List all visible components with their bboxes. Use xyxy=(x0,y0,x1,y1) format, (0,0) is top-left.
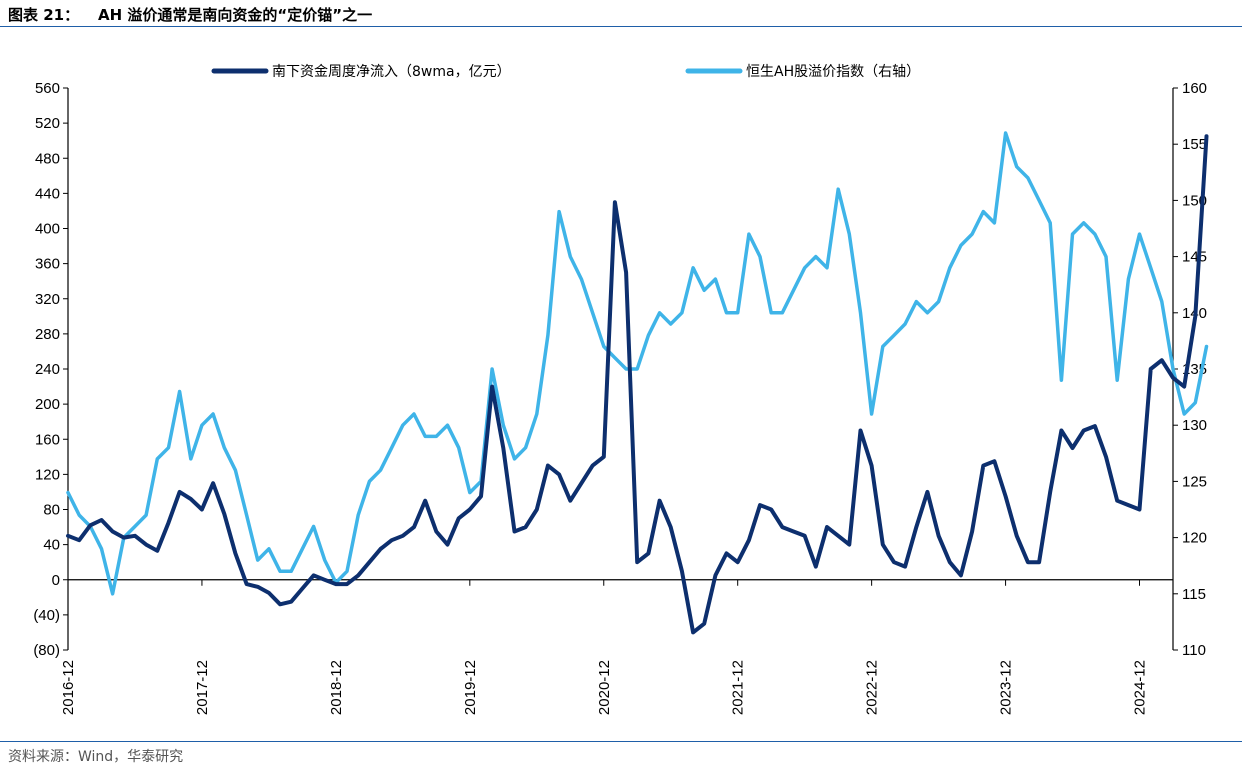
right-tick-label: 110 xyxy=(1182,642,1206,659)
right-tick-label: 115 xyxy=(1182,586,1206,603)
x-tick-label: 2023-12 xyxy=(998,660,1015,715)
left-tick-label: 0 xyxy=(52,572,60,589)
right-tick-label: 160 xyxy=(1182,80,1207,97)
chart-canvas: 南下资金周度净流入（8wma，亿元） 恒生AH股溢价指数（右轴） 560 520 48… xyxy=(33,64,1209,715)
x-tick-label: 2018-12 xyxy=(328,660,345,715)
left-tick-label: (80) xyxy=(33,642,60,659)
left-tick-label: 360 xyxy=(35,256,60,273)
right-tick-label: 155 xyxy=(1182,136,1207,153)
left-tick-label: 160 xyxy=(35,431,60,448)
x-tick-label: 2016-12 xyxy=(60,660,77,715)
right-tick-label: 145 xyxy=(1182,249,1207,266)
figure-header: 图表 21： AH 溢价通常是南向资金的“定价锚”之一 xyxy=(0,0,1242,28)
figure-number: 图表 21： xyxy=(8,6,80,24)
right-tick-label: 125 xyxy=(1182,473,1207,490)
left-tick-label: 400 xyxy=(35,221,60,238)
x-tick-label: 2021-12 xyxy=(730,660,747,715)
x-tick-label: 2019-12 xyxy=(462,660,479,715)
legend-label-southbound: 南下资金周度净流入（8wma，亿元） xyxy=(272,64,511,80)
left-tick-label: 440 xyxy=(35,185,60,202)
left-tick-label: 80 xyxy=(43,502,60,519)
left-tick-label: 520 xyxy=(35,115,60,132)
x-tick-label: 2024-12 xyxy=(1132,660,1149,715)
left-tick-label: 120 xyxy=(35,466,60,483)
x-axis: 2016-12 2017-12 2018-12 2019-12 2020-12 2021-… xyxy=(60,579,1173,715)
header-rule xyxy=(0,26,1242,27)
left-tick-label: 320 xyxy=(35,291,60,308)
southbound-flow-line xyxy=(66,134,1209,635)
legend: 南下资金周度净流入（8wma，亿元） 恒生AH股溢价指数（右轴） xyxy=(211,64,920,80)
footer-rule xyxy=(0,741,1242,742)
right-tick-label: 130 xyxy=(1182,417,1207,434)
x-tick-label: 2017-12 xyxy=(194,660,211,715)
left-tick-label: (40) xyxy=(33,607,60,624)
series-layer xyxy=(66,131,1209,635)
legend-label-ah-premium: 恒生AH股溢价指数（右轴） xyxy=(746,64,920,80)
left-tick-label: 560 xyxy=(35,80,60,97)
ah-premium-index-line xyxy=(66,131,1209,596)
x-tick-label: 2022-12 xyxy=(864,660,881,715)
left-tick-label: 200 xyxy=(35,396,60,413)
chart-title: AH 溢价通常是南向资金的“定价锚”之一 xyxy=(98,6,373,24)
left-tick-label: 240 xyxy=(35,361,60,378)
left-tick-label: 40 xyxy=(43,537,60,554)
left-tick-label: 280 xyxy=(35,326,60,343)
x-tick-label: 2020-12 xyxy=(596,660,613,715)
left-tick-label: 480 xyxy=(35,150,60,167)
right-tick-label: 120 xyxy=(1182,530,1207,547)
left-y-axis: 5605204804404003603202802402001601208040… xyxy=(33,80,69,659)
source-note: 资料来源：Wind，华泰研究 xyxy=(8,749,184,765)
